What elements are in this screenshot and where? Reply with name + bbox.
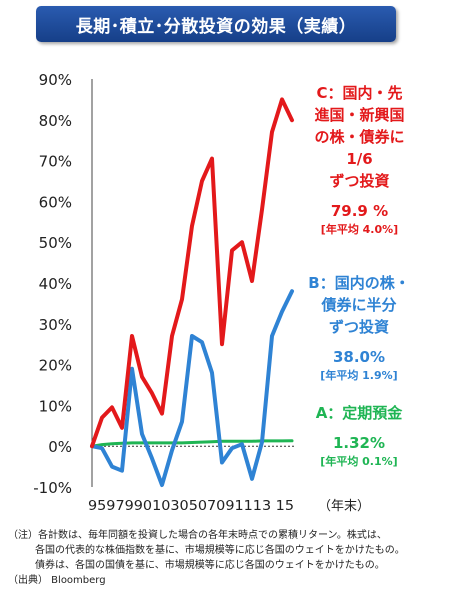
annotation-b-line-2: 債券に半分 xyxy=(321,296,397,314)
title-bar: 長期･積立･分散投資の効果（実績） xyxy=(36,6,396,42)
annotation-c-average: [年平均 4.0%] xyxy=(320,223,399,236)
annotation-a-average: [年平均 0.1%] xyxy=(320,455,398,468)
y-tick-label: 40% xyxy=(39,275,72,293)
y-tick-label: 0% xyxy=(48,438,72,456)
x-unit-label: （年末） xyxy=(318,499,370,514)
annotation-a-line-1: A：定期預金 xyxy=(315,404,403,422)
annotation-c-value: 79.9 % xyxy=(330,202,389,220)
chart-title: 長期･積立･分散投資の効果（実績） xyxy=(75,16,357,37)
annotation-a-value: 1.32% xyxy=(332,434,386,452)
y-tick-label: 10% xyxy=(39,397,72,415)
annotation-c-line-1: C：国内・先 xyxy=(316,84,403,102)
series-line-b xyxy=(90,289,294,487)
footnotes: （注）各計数は、毎年同額を投資した場合の各年末時点での累積リターン。株式は、 各… xyxy=(8,528,468,588)
y-tick-label: 80% xyxy=(39,112,72,130)
footnote-line-1: （注）各計数は、毎年同額を投資した場合の各年末時点での累積リターン。株式は、 xyxy=(8,530,387,541)
annotation-b-average: [年平均 1.9%] xyxy=(320,369,398,382)
y-tick-label: 60% xyxy=(39,193,72,211)
annotation-c-line-3: の株・債券に xyxy=(314,128,405,146)
annotation-b: B：国内の株・ 債券に半分 ずつ投資 38.0% [年平均 1.9%] xyxy=(284,272,434,384)
annotation-c-line-4: 1/6 xyxy=(346,150,373,168)
y-tick-label: 30% xyxy=(39,316,72,334)
y-tick-label: 90% xyxy=(39,71,72,89)
series-line-c xyxy=(90,97,294,449)
footnote-line-3: 債券は、各国の国債を基に、市場規模等に応じ各国のウェイトをかけたもの。 xyxy=(35,560,385,571)
annotation-c-line-2: 進国・新興国 xyxy=(314,106,405,124)
annotation-b-line-1: B：国内の株・ xyxy=(308,274,410,292)
y-tick-label: 70% xyxy=(39,153,72,171)
annotation-c-line-5: ずつ投資 xyxy=(329,172,390,190)
footnote-line-2: 各国の代表的な株価指数を基に、市場規模等に応じ各国のウェイトをかけたもの。 xyxy=(35,545,405,556)
annotation-a: A：定期預金 1.32% [年平均 0.1%] xyxy=(294,402,424,470)
footnote-source: （出典） Bloomberg xyxy=(8,575,106,586)
annotation-b-line-3: ずつ投資 xyxy=(328,318,389,336)
x-tick-labels: 95979901030507091113 15 xyxy=(88,499,294,514)
y-tick-label: 20% xyxy=(39,357,72,375)
annotation-b-value: 38.0% xyxy=(332,348,386,366)
annotation-c: C：国内・先 進国・新興国 の株・債券に 1/6 ずつ投資 79.9 % [年平… xyxy=(292,82,427,238)
y-tick-label: 50% xyxy=(39,234,72,252)
y-tick-label: -10% xyxy=(33,479,72,497)
